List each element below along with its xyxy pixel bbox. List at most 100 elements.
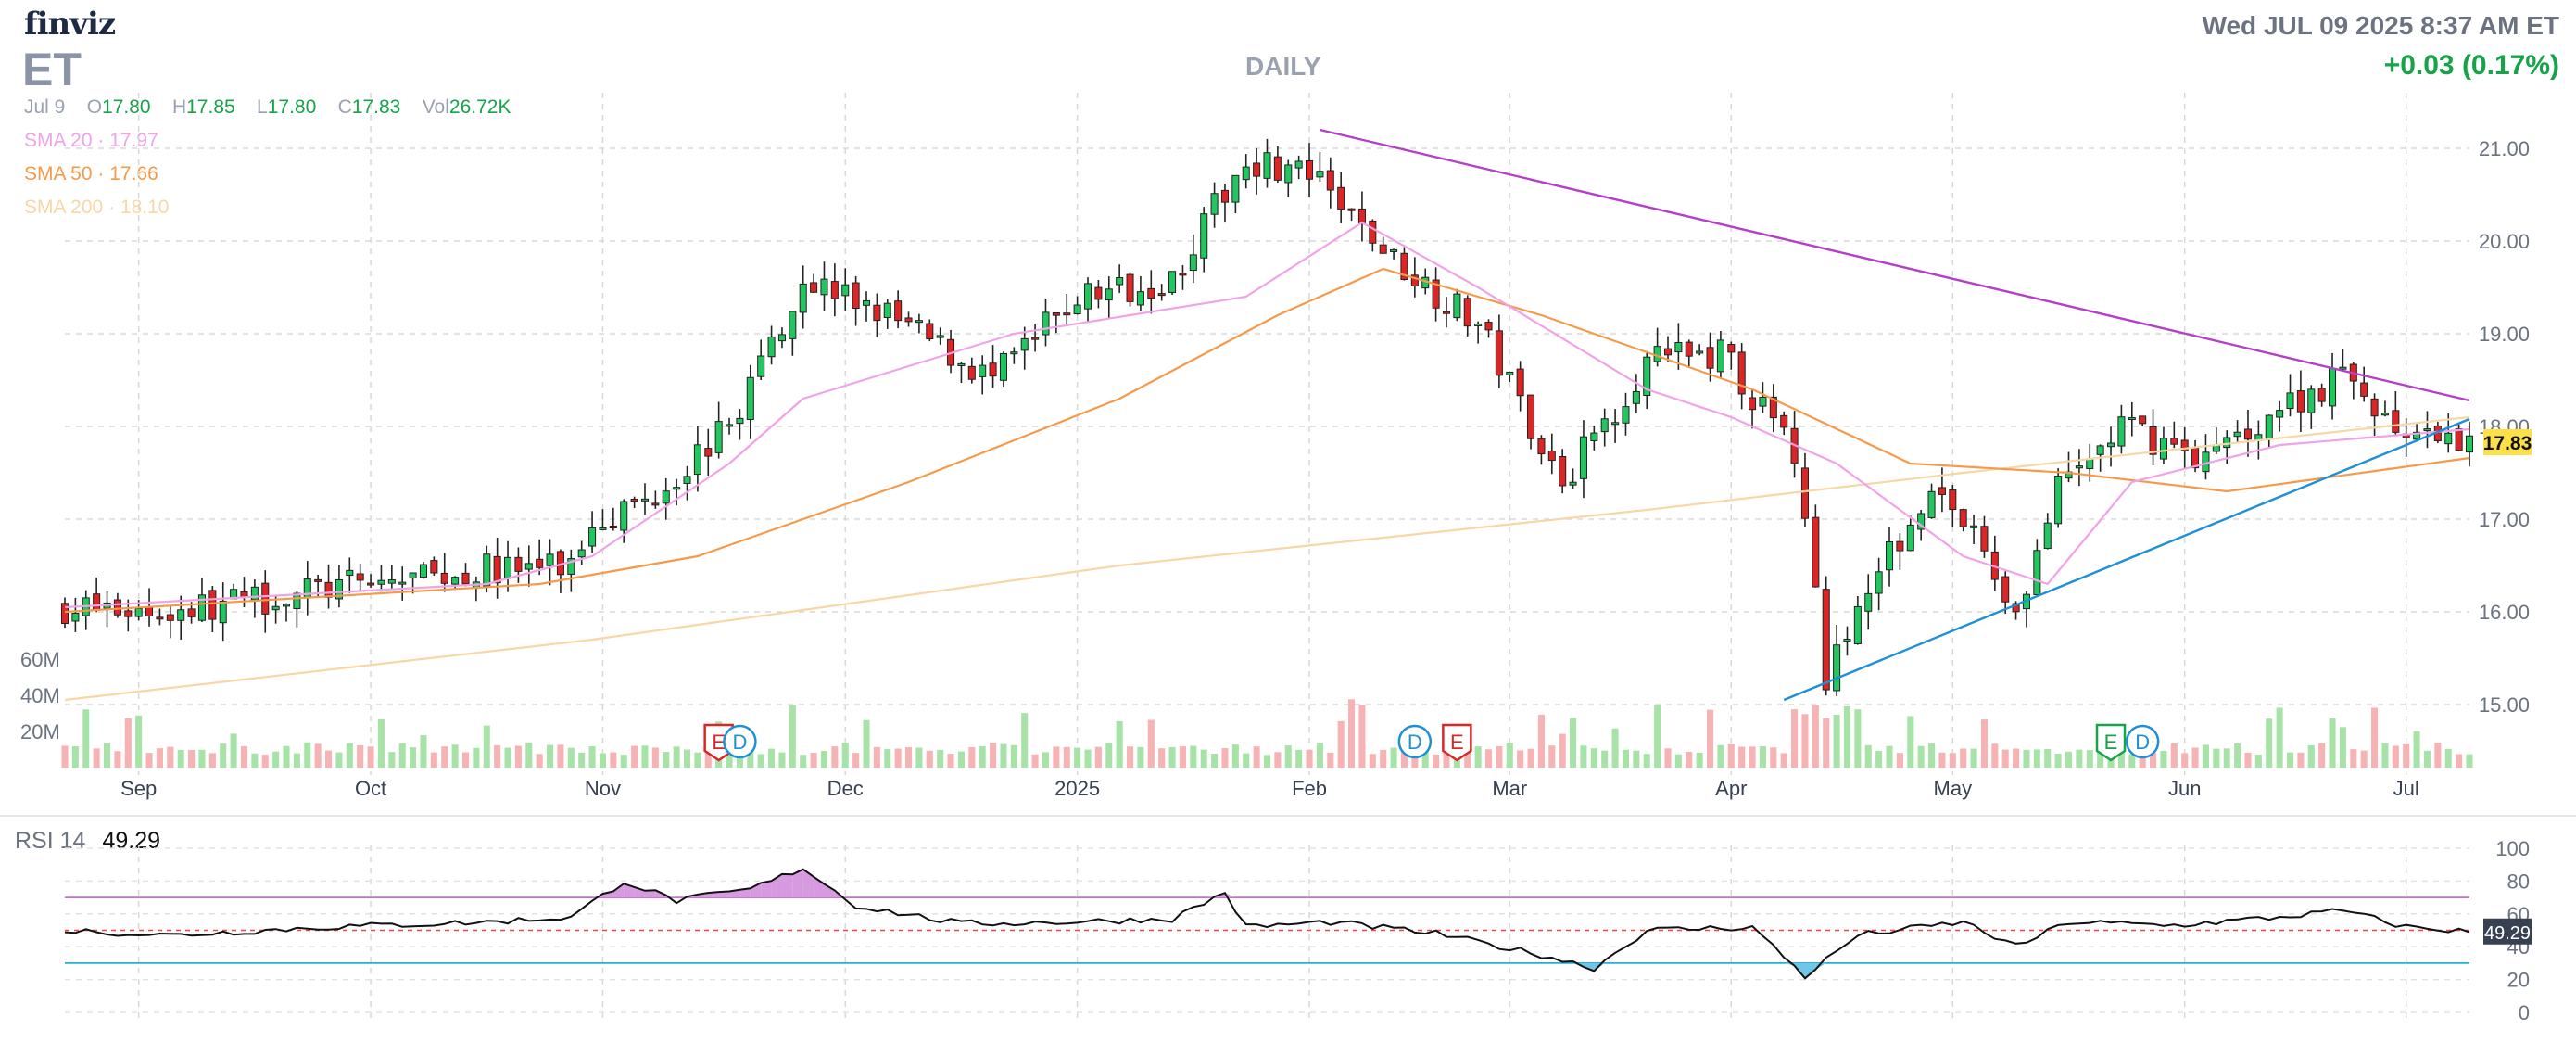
month-tick-label: Dec [827,777,864,800]
candle-body [60,603,69,624]
volume-bar [2413,731,2420,768]
low-label: L [257,96,268,118]
rsi-overbought-fill [739,888,751,898]
candle-body [1474,323,1483,326]
candle-body [1843,638,1851,642]
candle-body [1052,312,1060,316]
candle-body [1516,368,1524,397]
volume-bar [1980,719,1988,768]
volume-bar [1390,747,1397,768]
rsi-overbought-fill [792,869,803,898]
volume-bar [504,747,511,768]
candle-body [1938,487,1946,495]
volume-bar [1791,709,1799,768]
sma20-label: SMA 20 [24,130,93,151]
volume-bar [1770,747,1777,768]
volume-bar [156,748,163,768]
candle-body [1600,418,1609,433]
candle-body [271,605,280,611]
candle-body [1727,344,1736,353]
rsi-overbought-fill [824,883,835,898]
volume-bar [1295,749,1303,768]
candle-body [387,579,396,584]
volume-tick-label: 40M [20,684,60,707]
candle-body [1242,166,1250,181]
candle-body [2086,458,2094,469]
candle-body [1917,513,1926,530]
candle-body [2265,414,2273,439]
candle-body [2096,445,2104,455]
candle-body [1495,330,1503,376]
month-tick-label: Oct [355,777,386,800]
volume-bar [1484,749,1493,768]
candle-body [1632,390,1640,404]
rsi-last-label: 49.29 [2484,923,2531,944]
rsi-line [64,868,2470,980]
candle-body [2001,576,2010,603]
volume-bar [261,755,269,768]
volume-bar [2297,752,2305,768]
price-tick-label: 19.00 [2479,323,2530,346]
volume-bar [1263,755,1271,768]
candle-body [2317,388,2326,402]
candle-body [419,564,428,578]
volume-bar [820,751,828,768]
candle-body [2444,432,2453,445]
candle-body [2423,428,2431,432]
candle-body [1116,276,1124,286]
finviz-logo[interactable]: finviz [24,6,116,43]
candle-body [1590,432,1598,441]
trendline-lower [1783,417,2470,702]
candle-body [1759,396,1767,407]
volume-bar [103,743,111,768]
candle-body [2043,522,2052,550]
candle-body [124,610,133,617]
candle-body [767,336,776,358]
candle-body [2139,415,2147,425]
volume-bar [1231,744,1239,768]
sma50-legend[interactable]: SMA 50 · 17.66 [24,163,158,184]
price-tick-label: 20.00 [2479,230,2530,253]
volume-bar [1380,749,1387,768]
candle-body [662,490,670,504]
volume-bar [2033,749,2040,768]
volume-bar [1253,746,1260,768]
volume-bar [599,753,606,768]
volume-bar [947,754,954,768]
marker-label: D [732,731,747,754]
candles [60,138,2474,696]
volume-bar [2276,707,2283,768]
candle-body [810,282,818,293]
volume-bar [841,743,849,768]
candle-body [2159,438,2167,460]
month-tick-label: Jul [2393,777,2419,800]
volume-bar [451,744,459,768]
sma20-legend[interactable]: SMA 20 · 17.97 [24,130,158,151]
marker-label: D [1408,731,1422,754]
volume-bar [251,753,259,768]
candle-body [2233,431,2241,438]
volume-bar [663,752,670,768]
candle-body [2360,382,2368,397]
volume-bar [1960,748,1967,768]
sma200-legend[interactable]: SMA 200 · 18.10 [24,197,170,218]
candle-body [1369,220,1377,244]
sma50-label: SMA 50 [24,163,93,184]
candle-body [145,606,154,616]
rsi-last-tag [2483,918,2532,945]
candle-body [1410,274,1419,286]
candle-body [1780,414,1788,428]
candle-body [1010,351,1018,355]
volume-bar [1823,718,1830,768]
candle-body [2170,438,2178,445]
candle-body [999,352,1007,381]
volume-bar [124,718,132,768]
sma200-line [64,415,2470,702]
candle-body [1073,304,1081,315]
volume-bar [135,715,143,768]
candle-body [673,487,681,490]
candle-body [1463,298,1471,327]
earnings-marker: E [703,723,734,762]
ohlc-readout: Jul 9 O17.80 H17.85 L17.80 C17.83 Vol26.… [24,96,511,119]
